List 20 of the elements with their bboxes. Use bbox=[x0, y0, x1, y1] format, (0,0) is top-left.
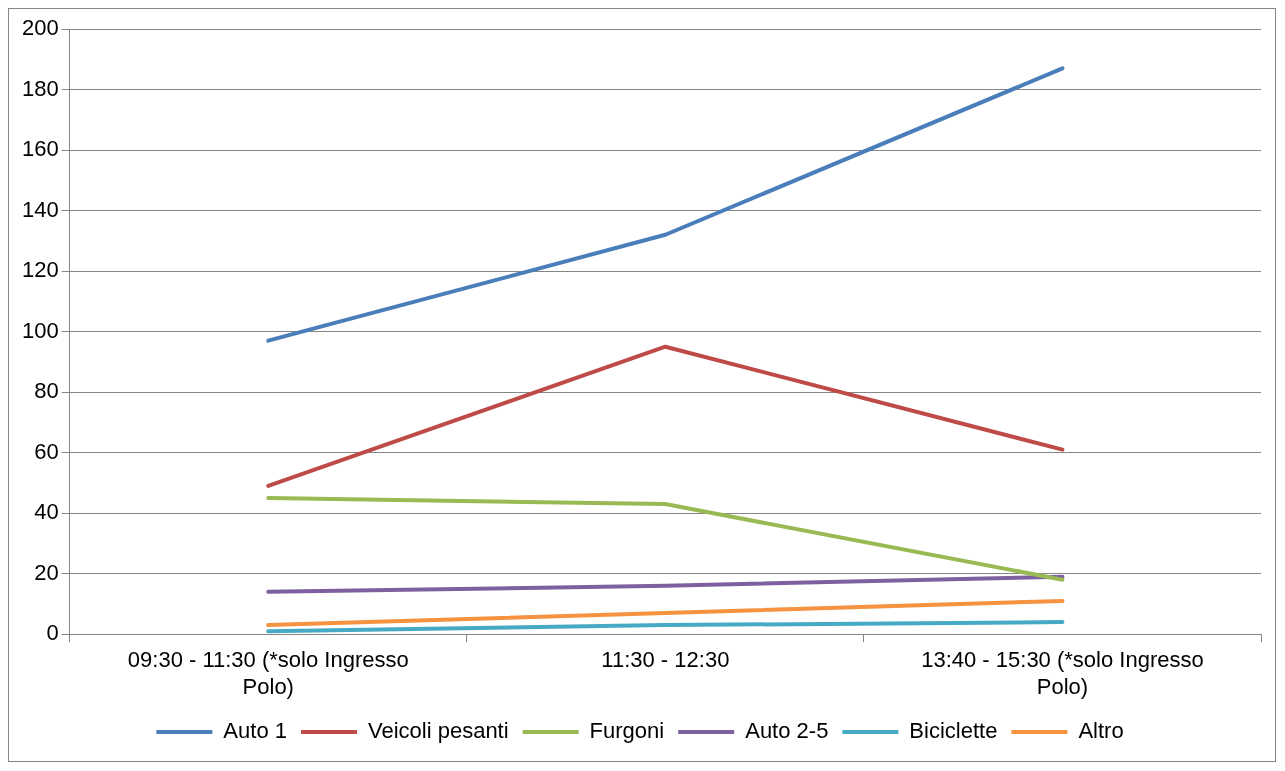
legend-label: Biciclette bbox=[909, 718, 998, 744]
legend-label: Furgoni bbox=[589, 718, 665, 744]
y-tick-label: 40 bbox=[34, 499, 59, 525]
legend-label: Auto 2-5 bbox=[745, 718, 829, 744]
y-tick-label: 200 bbox=[21, 15, 59, 41]
y-tick-label: 20 bbox=[34, 559, 59, 585]
legend-label: Altro bbox=[1078, 718, 1124, 744]
y-tick-label: 60 bbox=[34, 438, 59, 464]
legend-label: Auto 1 bbox=[223, 718, 287, 744]
y-tick-label: 140 bbox=[21, 196, 59, 222]
y-tick-label: 180 bbox=[21, 75, 59, 101]
legend-label: Veicoli pesanti bbox=[367, 718, 509, 744]
y-tick-label: 160 bbox=[21, 136, 59, 162]
y-tick-label: 120 bbox=[21, 257, 59, 283]
x-tick-label: 11:30 - 12:30 bbox=[601, 647, 730, 673]
x-tick-label: 13:40 - 15:30 (*solo Ingresso Polo) bbox=[921, 647, 1204, 699]
y-tick-label: 100 bbox=[21, 317, 59, 343]
y-tick-label: 0 bbox=[46, 620, 59, 646]
y-tick-label: 80 bbox=[34, 378, 59, 404]
x-tick-label: 09:30 - 11:30 (*solo Ingresso Polo) bbox=[127, 647, 409, 699]
